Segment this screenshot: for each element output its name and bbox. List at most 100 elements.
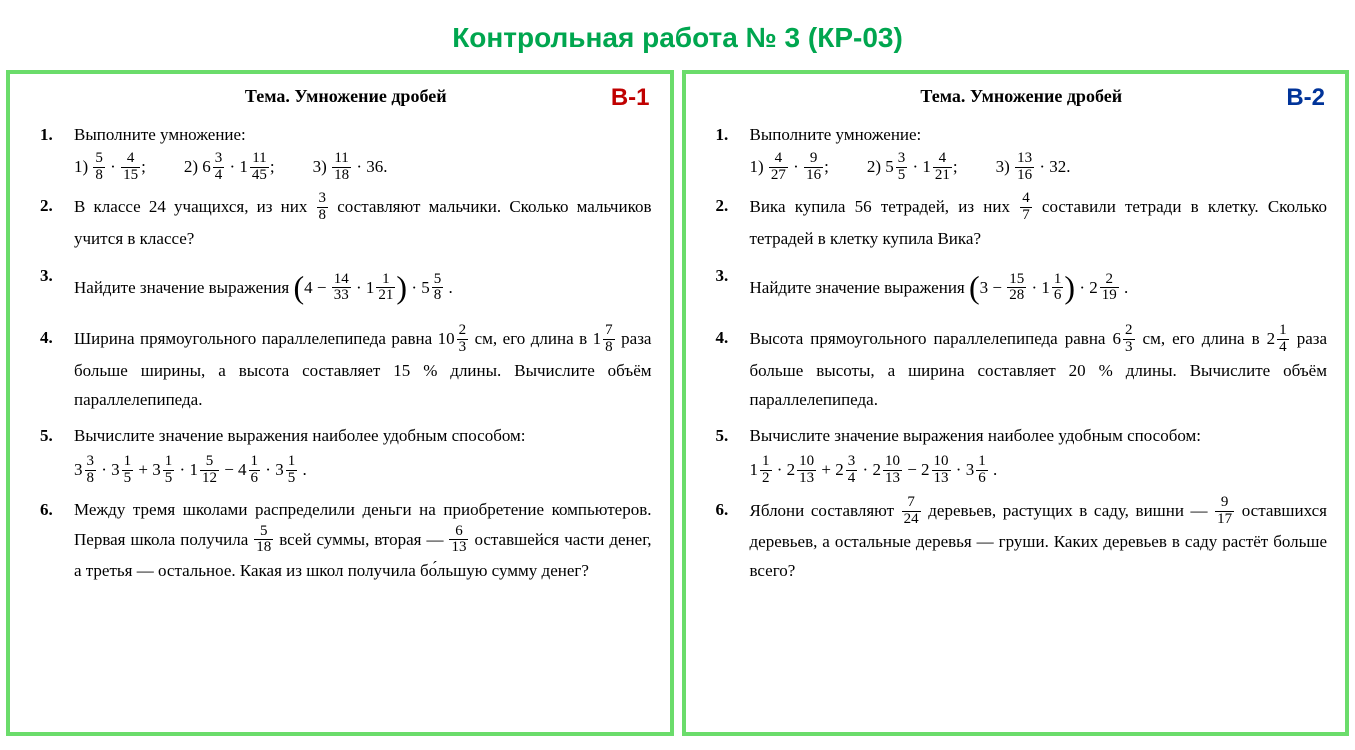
task-number: 4. xyxy=(716,324,750,414)
task: 5.Вычислите значение выражения наиболее … xyxy=(40,422,652,487)
task-text: Вычислите значение выражения наиболее уд… xyxy=(750,422,1328,451)
subpart: 3) 1316 · 32. xyxy=(996,152,1071,185)
task-number: 6. xyxy=(40,496,74,586)
fraction: 427 xyxy=(769,151,788,184)
mixed-number: 112 xyxy=(750,455,773,488)
mixed-number: 2219 xyxy=(1089,273,1120,306)
subpart: 2) 634 · 11145; xyxy=(184,152,275,185)
task-intro: Выполните умножение: xyxy=(750,121,1328,150)
fraction: 917 xyxy=(1215,495,1234,528)
task: 3.Найдите значение выражения (4 − 1433 ·… xyxy=(40,262,652,316)
task-body: Вычислите значение выражения наиболее уд… xyxy=(750,422,1328,487)
task-body: Ширина прямоугольного параллелепипеда ра… xyxy=(74,324,652,414)
mixed-number: 21013 xyxy=(872,455,903,488)
mixed-number: 416 xyxy=(238,455,261,488)
subparts: 1) 58 · 415; 2) 634 · 11145; 3) 1118 · 36. xyxy=(74,152,652,185)
task-text: Высота прямоугольного параллелепипеда ра… xyxy=(750,324,1328,414)
task-text: Между тремя школами распределили деньги … xyxy=(74,496,652,586)
mixed-number: 1421 xyxy=(922,152,953,185)
fraction: 58 xyxy=(432,272,444,305)
task-body: В классе 24 учащихся, из них 38 составля… xyxy=(74,192,652,253)
mixed-number: 116 xyxy=(1041,273,1064,306)
fraction: 23 xyxy=(457,323,469,356)
variant-label-2: В-2 xyxy=(1286,84,1325,112)
task: 6.Яблони составляют 724 деревьев, растущ… xyxy=(716,496,1328,586)
fraction: 38 xyxy=(85,454,97,487)
mixed-number: 234 xyxy=(835,455,858,488)
task-number: 3. xyxy=(716,262,750,316)
fraction: 15 xyxy=(163,454,175,487)
tasks-list-1: 1.Выполните умножение:1) 58 · 415; 2) 634… xyxy=(40,121,652,586)
task: 4.Высота прямоугольного параллелепипеда … xyxy=(716,324,1328,414)
task-text: Яблони составляют 724 деревьев, растущих… xyxy=(750,496,1328,586)
fraction: 1013 xyxy=(883,454,902,487)
fraction: 34 xyxy=(213,151,225,184)
task-number: 3. xyxy=(40,262,74,316)
fraction: 16 xyxy=(976,454,988,487)
fraction: 58 xyxy=(93,151,105,184)
task-number: 4. xyxy=(40,324,74,414)
task-body: Вика купила 56 тетрадей, из них 47 соста… xyxy=(750,192,1328,253)
page-title: Контрольная работа № 3 (КР-03) xyxy=(0,0,1355,70)
fraction: 1316 xyxy=(1015,151,1034,184)
task: 2.Вика купила 56 тетрадей, из них 47 сос… xyxy=(716,192,1328,253)
task-body: Найдите значение выражения (4 − 1433 · 1… xyxy=(74,262,652,316)
task-number: 1. xyxy=(40,121,74,184)
mixed-number: 634 xyxy=(202,152,225,185)
task-body: Яблони составляют 724 деревьев, растущих… xyxy=(750,496,1328,586)
fraction: 916 xyxy=(804,151,823,184)
fraction: 47 xyxy=(1020,191,1032,224)
fraction: 14 xyxy=(1277,323,1289,356)
mixed-number: 178 xyxy=(593,324,616,357)
mixed-number: 21013 xyxy=(921,455,952,488)
task-body: Выполните умножение:1) 58 · 415; 2) 634 ·… xyxy=(74,121,652,184)
task-text: Найдите значение выражения (3 − 1528 · 1… xyxy=(750,262,1328,316)
fraction: 34 xyxy=(846,454,858,487)
mixed-number: 21013 xyxy=(787,455,818,488)
task-body: Высота прямоугольного параллелепипеда ра… xyxy=(750,324,1328,414)
task-number: 2. xyxy=(40,192,74,253)
fraction: 78 xyxy=(603,323,615,356)
task-number: 5. xyxy=(716,422,750,487)
mixed-number: 315 xyxy=(111,455,134,488)
variant-label-1: В-1 xyxy=(611,84,650,112)
fraction: 415 xyxy=(121,151,140,184)
fraction: 16 xyxy=(1052,272,1064,305)
fraction: 121 xyxy=(376,272,395,305)
task-text: Вычислите значение выражения наиболее уд… xyxy=(74,422,652,451)
topic-2: Тема. Умножение дробей xyxy=(716,86,1328,107)
math-expression: 338 · 315 + 315 · 1512 − 416 · 315 . xyxy=(74,455,652,488)
task-text: Вика купила 56 тетрадей, из них 47 соста… xyxy=(750,192,1328,253)
task: 2.В классе 24 учащихся, из них 38 состав… xyxy=(40,192,652,253)
fraction: 12 xyxy=(760,454,772,487)
mixed-number: 623 xyxy=(1113,324,1136,357)
subpart: 3) 1118 · 36. xyxy=(313,152,388,185)
subpart: 2) 535 · 1421; xyxy=(867,152,958,185)
math-expression: 112 · 21013 + 234 · 21013 − 21013 · 316 … xyxy=(750,455,1328,488)
variants-container: В-1 Тема. Умножение дробей 1.Выполните у… xyxy=(0,70,1355,736)
task-number: 2. xyxy=(716,192,750,253)
mixed-number: 1512 xyxy=(189,455,220,488)
fraction: 15 xyxy=(122,454,134,487)
fraction: 35 xyxy=(896,151,908,184)
task-text: Ширина прямоугольного параллелепипеда ра… xyxy=(74,324,652,414)
variant-1: В-1 Тема. Умножение дробей 1.Выполните у… xyxy=(6,70,674,736)
mixed-number: 535 xyxy=(885,152,908,185)
fraction: 1145 xyxy=(250,151,269,184)
task-intro: Выполните умножение: xyxy=(74,121,652,150)
fraction: 16 xyxy=(249,454,261,487)
fraction: 15 xyxy=(286,454,298,487)
task: 6.Между тремя школами распределили деньг… xyxy=(40,496,652,586)
fraction: 1118 xyxy=(332,151,351,184)
fraction: 1433 xyxy=(332,272,351,305)
task-number: 6. xyxy=(716,496,750,586)
subpart: 1) 58 · 415; xyxy=(74,152,146,185)
task-text: В классе 24 учащихся, из них 38 составля… xyxy=(74,192,652,253)
task-body: Между тремя школами распределили деньги … xyxy=(74,496,652,586)
fraction: 613 xyxy=(449,524,468,557)
variant-2: В-2 Тема. Умножение дробей 1.Выполните у… xyxy=(682,70,1350,736)
task-body: Найдите значение выражения (3 − 1528 · 1… xyxy=(750,262,1328,316)
fraction: 1013 xyxy=(797,454,816,487)
task-text: Найдите значение выражения (4 − 1433 · 1… xyxy=(74,262,652,316)
tasks-list-2: 1.Выполните умножение:1) 427 · 916;2) 53… xyxy=(716,121,1328,586)
